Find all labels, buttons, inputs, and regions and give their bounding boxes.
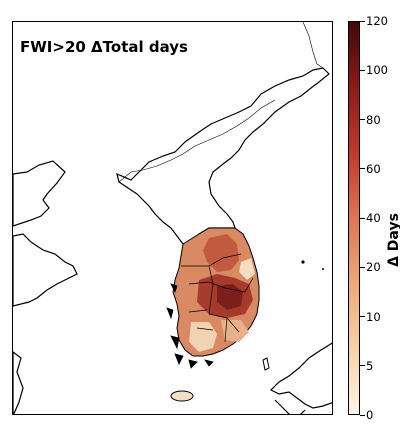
colorbar-tick-label: 0 [366,408,374,422]
japan-landmass [269,342,332,409]
colorbar-tick [360,217,365,219]
colorbar-tick [360,168,365,170]
tsushima-island [262,357,270,371]
colorbar-tick [360,414,365,416]
province-borders [181,253,254,343]
china-korea-border [118,99,276,183]
colorbar-tick-label: 120 [366,14,388,28]
colorbar [348,21,360,415]
colorbar-tick [360,365,365,367]
colorbar-tick [360,316,365,317]
colorbar-tick [360,20,365,22]
north-korea-landmass [116,67,330,245]
colorbar-tick [360,119,365,120]
china-south-coast [13,351,24,414]
colorbar-tick-label: 10 [366,309,381,324]
korea-west-islands [166,283,214,369]
colorbar-tick [360,266,365,268]
china-landmass [13,160,66,227]
map-panel [12,21,333,415]
china-east-coast [13,233,78,307]
korea-mid-zone-south [221,320,249,342]
colorbar-tick-label: 5 [366,358,374,373]
jeju-island [170,390,194,402]
northeast-coast [302,22,324,69]
colorbar-tick-label: 60 [366,161,381,176]
ulleungdo-island [301,260,305,264]
colorbar-tick-label: 80 [366,112,381,127]
korea-high-zone-north [203,234,239,272]
dokdo-island [322,268,324,270]
korea-low-zone-east [239,258,255,280]
map-title: FWI>20 ΔTotal days [20,38,188,56]
colorbar-tick-label: 100 [366,63,388,78]
map-svg [13,22,332,414]
colorbar-tick-label: 40 [366,211,381,225]
colorbar-tick [360,69,365,71]
colorbar-tick-label: 20 [366,260,381,275]
japan-south-coast [274,399,306,414]
colorbar-label: Δ Days [386,213,400,267]
